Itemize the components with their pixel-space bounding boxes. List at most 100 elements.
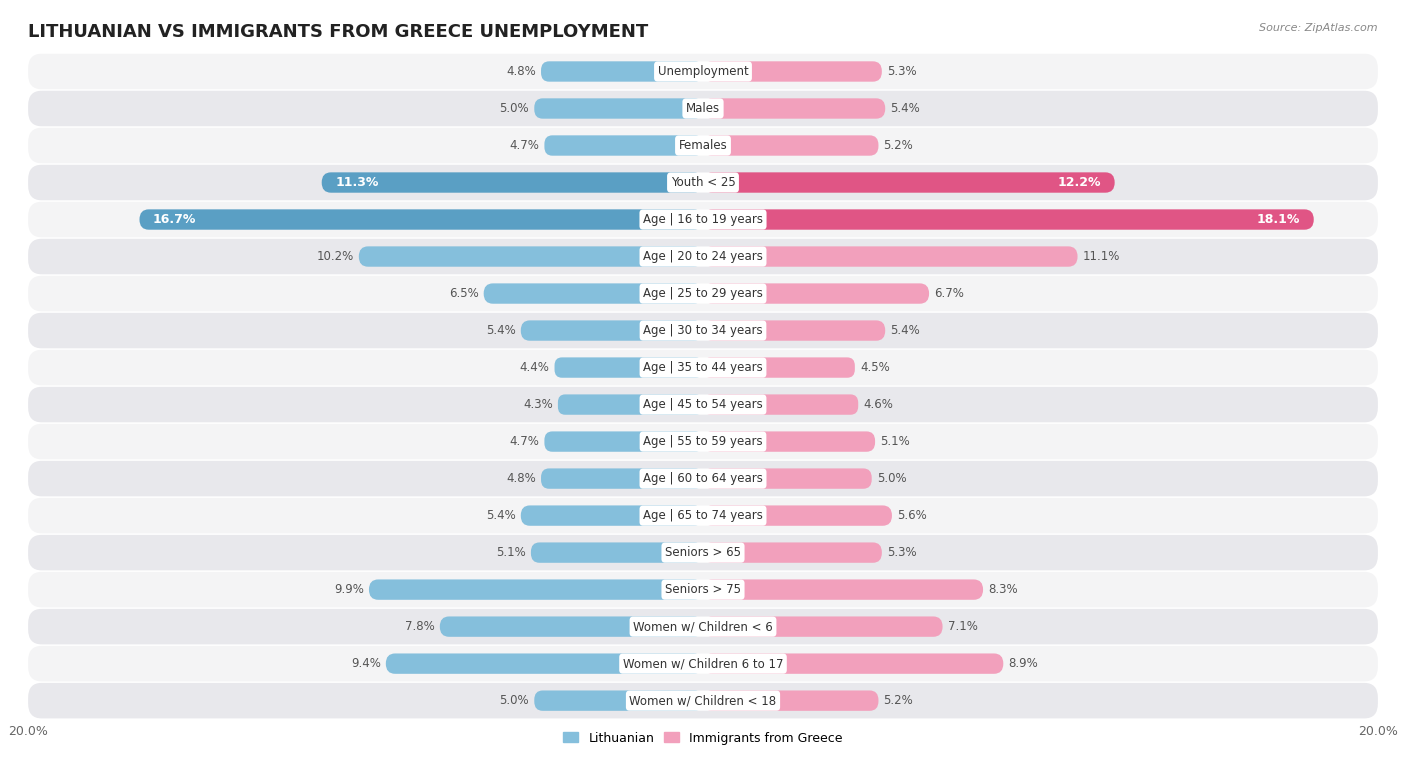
FancyBboxPatch shape: [703, 246, 1077, 266]
FancyBboxPatch shape: [541, 61, 703, 82]
Text: 5.0%: 5.0%: [877, 472, 907, 485]
Text: 5.2%: 5.2%: [883, 139, 914, 152]
Text: Age | 25 to 29 years: Age | 25 to 29 years: [643, 287, 763, 300]
FancyBboxPatch shape: [520, 320, 703, 341]
Text: Age | 35 to 44 years: Age | 35 to 44 years: [643, 361, 763, 374]
FancyBboxPatch shape: [440, 616, 703, 637]
Text: Age | 30 to 34 years: Age | 30 to 34 years: [643, 324, 763, 337]
FancyBboxPatch shape: [558, 394, 703, 415]
Text: 5.3%: 5.3%: [887, 65, 917, 78]
FancyBboxPatch shape: [28, 313, 1378, 348]
Text: 5.2%: 5.2%: [883, 694, 914, 707]
Text: 5.4%: 5.4%: [890, 324, 920, 337]
Text: 5.6%: 5.6%: [897, 509, 927, 522]
FancyBboxPatch shape: [28, 128, 1378, 164]
Text: 5.1%: 5.1%: [496, 546, 526, 559]
Text: 6.7%: 6.7%: [934, 287, 965, 300]
Text: Seniors > 65: Seniors > 65: [665, 546, 741, 559]
FancyBboxPatch shape: [28, 165, 1378, 201]
Text: 5.4%: 5.4%: [486, 509, 516, 522]
Text: Age | 20 to 24 years: Age | 20 to 24 years: [643, 250, 763, 263]
Text: 16.7%: 16.7%: [153, 213, 197, 226]
Text: Women w/ Children < 6: Women w/ Children < 6: [633, 620, 773, 633]
FancyBboxPatch shape: [28, 683, 1378, 718]
FancyBboxPatch shape: [703, 690, 879, 711]
Legend: Lithuanian, Immigrants from Greece: Lithuanian, Immigrants from Greece: [558, 727, 848, 749]
FancyBboxPatch shape: [28, 424, 1378, 459]
Text: 5.1%: 5.1%: [880, 435, 910, 448]
Text: 5.4%: 5.4%: [486, 324, 516, 337]
FancyBboxPatch shape: [28, 461, 1378, 497]
FancyBboxPatch shape: [28, 238, 1378, 274]
Text: 11.1%: 11.1%: [1083, 250, 1121, 263]
Text: 5.0%: 5.0%: [499, 102, 529, 115]
FancyBboxPatch shape: [703, 173, 1115, 193]
FancyBboxPatch shape: [703, 283, 929, 304]
FancyBboxPatch shape: [28, 350, 1378, 385]
Text: Women w/ Children 6 to 17: Women w/ Children 6 to 17: [623, 657, 783, 670]
FancyBboxPatch shape: [28, 498, 1378, 534]
Text: 12.2%: 12.2%: [1057, 176, 1101, 189]
Text: Youth < 25: Youth < 25: [671, 176, 735, 189]
Text: 5.3%: 5.3%: [887, 546, 917, 559]
Text: Age | 45 to 54 years: Age | 45 to 54 years: [643, 398, 763, 411]
Text: LITHUANIAN VS IMMIGRANTS FROM GREECE UNEMPLOYMENT: LITHUANIAN VS IMMIGRANTS FROM GREECE UNE…: [28, 23, 648, 41]
Text: 7.8%: 7.8%: [405, 620, 434, 633]
FancyBboxPatch shape: [28, 609, 1378, 644]
FancyBboxPatch shape: [359, 246, 703, 266]
Text: 8.3%: 8.3%: [988, 583, 1018, 596]
Text: Age | 60 to 64 years: Age | 60 to 64 years: [643, 472, 763, 485]
Text: Seniors > 75: Seniors > 75: [665, 583, 741, 596]
Text: Males: Males: [686, 102, 720, 115]
Text: 11.3%: 11.3%: [335, 176, 378, 189]
Text: 4.8%: 4.8%: [506, 65, 536, 78]
Text: 4.3%: 4.3%: [523, 398, 553, 411]
Text: 5.4%: 5.4%: [890, 102, 920, 115]
FancyBboxPatch shape: [703, 653, 1004, 674]
Text: 4.5%: 4.5%: [860, 361, 890, 374]
Text: 4.7%: 4.7%: [509, 139, 540, 152]
FancyBboxPatch shape: [544, 136, 703, 156]
Text: 4.8%: 4.8%: [506, 472, 536, 485]
Text: Females: Females: [679, 139, 727, 152]
Text: 4.7%: 4.7%: [509, 435, 540, 448]
FancyBboxPatch shape: [534, 690, 703, 711]
FancyBboxPatch shape: [28, 202, 1378, 237]
FancyBboxPatch shape: [703, 469, 872, 489]
Text: Unemployment: Unemployment: [658, 65, 748, 78]
FancyBboxPatch shape: [541, 469, 703, 489]
Text: 9.9%: 9.9%: [335, 583, 364, 596]
FancyBboxPatch shape: [28, 572, 1378, 607]
Text: 18.1%: 18.1%: [1257, 213, 1301, 226]
FancyBboxPatch shape: [28, 387, 1378, 422]
Text: 4.4%: 4.4%: [520, 361, 550, 374]
FancyBboxPatch shape: [703, 506, 891, 526]
FancyBboxPatch shape: [703, 98, 886, 119]
Text: 8.9%: 8.9%: [1008, 657, 1038, 670]
FancyBboxPatch shape: [534, 98, 703, 119]
FancyBboxPatch shape: [703, 616, 942, 637]
FancyBboxPatch shape: [28, 646, 1378, 681]
Text: 6.5%: 6.5%: [449, 287, 478, 300]
FancyBboxPatch shape: [28, 276, 1378, 311]
FancyBboxPatch shape: [322, 173, 703, 193]
FancyBboxPatch shape: [703, 320, 886, 341]
FancyBboxPatch shape: [385, 653, 703, 674]
FancyBboxPatch shape: [703, 431, 875, 452]
FancyBboxPatch shape: [703, 394, 858, 415]
FancyBboxPatch shape: [703, 210, 1313, 229]
FancyBboxPatch shape: [368, 579, 703, 600]
Text: 5.0%: 5.0%: [499, 694, 529, 707]
Text: Age | 16 to 19 years: Age | 16 to 19 years: [643, 213, 763, 226]
FancyBboxPatch shape: [554, 357, 703, 378]
Text: Women w/ Children < 18: Women w/ Children < 18: [630, 694, 776, 707]
FancyBboxPatch shape: [28, 91, 1378, 126]
FancyBboxPatch shape: [703, 543, 882, 562]
FancyBboxPatch shape: [139, 210, 703, 229]
FancyBboxPatch shape: [703, 357, 855, 378]
Text: Source: ZipAtlas.com: Source: ZipAtlas.com: [1260, 23, 1378, 33]
Text: Age | 65 to 74 years: Age | 65 to 74 years: [643, 509, 763, 522]
FancyBboxPatch shape: [28, 54, 1378, 89]
FancyBboxPatch shape: [520, 506, 703, 526]
Text: 10.2%: 10.2%: [316, 250, 354, 263]
